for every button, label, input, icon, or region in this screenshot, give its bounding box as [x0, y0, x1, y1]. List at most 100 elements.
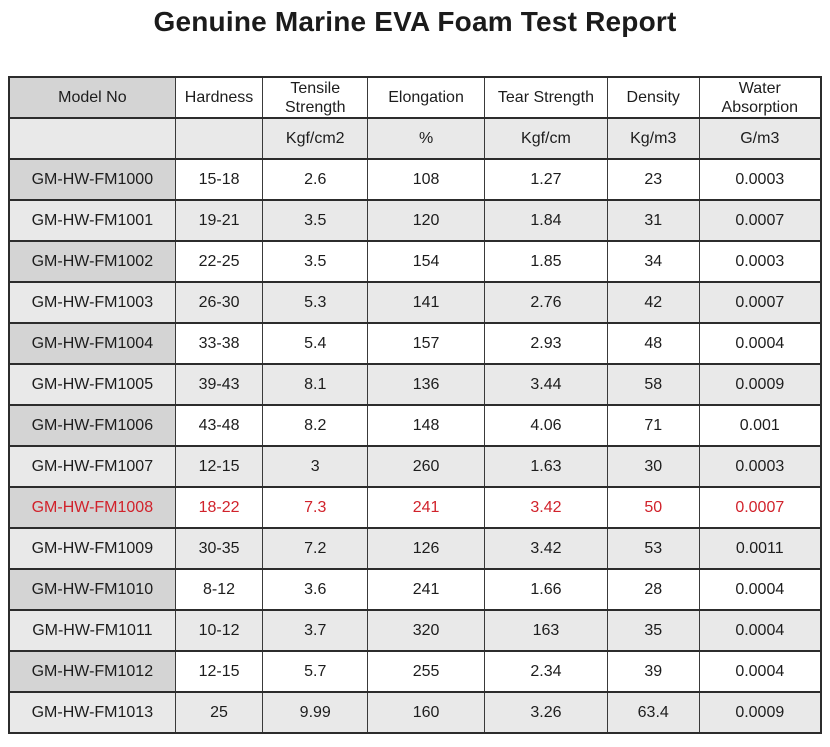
cell-water: 0.0007	[698, 199, 822, 242]
cell-water: 0.0004	[698, 650, 822, 693]
cell-hardness: 22-25	[174, 240, 264, 283]
column-unit-density: Kg/m3	[606, 117, 700, 160]
table-row: GM-HW-FM1011 10-12 3.7 320 163 35 0.0004	[8, 609, 822, 652]
table-row: GM-HW-FM1007 12-15 3 260 1.63 30 0.0003	[8, 445, 822, 488]
cell-model: GM-HW-FM1008	[8, 486, 176, 529]
cell-density: 50	[606, 486, 700, 529]
cell-model: GM-HW-FM1000	[8, 158, 176, 201]
table-row: GM-HW-FM1003 26-30 5.3 141 2.76 42 0.0007	[8, 281, 822, 324]
table-row: GM-HW-FM1004 33-38 5.4 157 2.93 48 0.0004	[8, 322, 822, 365]
cell-elongation: 154	[367, 240, 485, 283]
units-row: Kgf/cm2 % Kgf/cm Kg/m3 G/m3	[8, 117, 822, 160]
cell-elongation: 136	[367, 363, 485, 406]
cell-tensile: 3.5	[262, 240, 369, 283]
cell-density: 48	[606, 322, 700, 365]
table-row: GM-HW-FM1008 18-22 7.3 241 3.42 50 0.0007	[8, 486, 822, 529]
cell-hardness: 33-38	[174, 322, 264, 365]
cell-hardness: 10-12	[174, 609, 264, 652]
column-header-tensile-strength: Tensile Strength	[262, 76, 369, 119]
cell-elongation: 126	[367, 527, 485, 570]
cell-hardness: 15-18	[174, 158, 264, 201]
cell-tensile: 7.3	[262, 486, 369, 529]
table-row: GM-HW-FM1012 12-15 5.7 255 2.34 39 0.0004	[8, 650, 822, 693]
cell-model: GM-HW-FM1002	[8, 240, 176, 283]
cell-elongation: 157	[367, 322, 485, 365]
cell-tear: 1.63	[483, 445, 608, 488]
cell-tear: 3.42	[483, 527, 608, 570]
column-unit-water-absorption: G/m3	[698, 117, 822, 160]
cell-density: 53	[606, 527, 700, 570]
table-row: GM-HW-FM1013 25 9.99 160 3.26 63.4 0.0009	[8, 691, 822, 734]
cell-model: GM-HW-FM1003	[8, 281, 176, 324]
cell-water: 0.0009	[698, 363, 822, 406]
cell-tear: 2.76	[483, 281, 608, 324]
cell-tear: 2.93	[483, 322, 608, 365]
cell-hardness: 12-15	[174, 650, 264, 693]
column-unit-tensile-strength: Kgf/cm2	[262, 117, 369, 160]
cell-elongation: 148	[367, 404, 485, 447]
table-row: GM-HW-FM1010 8-12 3.6 241 1.66 28 0.0004	[8, 568, 822, 611]
cell-hardness: 43-48	[174, 404, 264, 447]
cell-hardness: 25	[174, 691, 264, 734]
cell-tensile: 3.6	[262, 568, 369, 611]
cell-tensile: 7.2	[262, 527, 369, 570]
cell-elongation: 160	[367, 691, 485, 734]
page-title: Genuine Marine EVA Foam Test Report	[153, 6, 677, 37]
cell-water: 0.0003	[698, 158, 822, 201]
cell-tensile: 5.3	[262, 281, 369, 324]
cell-density: 30	[606, 445, 700, 488]
column-unit-elongation: %	[367, 117, 485, 160]
cell-hardness: 8-12	[174, 568, 264, 611]
cell-elongation: 260	[367, 445, 485, 488]
cell-tear: 1.27	[483, 158, 608, 201]
column-unit-model	[8, 117, 176, 160]
column-unit-tear-strength: Kgf/cm	[483, 117, 608, 160]
table-body: GM-HW-FM1000 15-18 2.6 108 1.27 23 0.0003 GM-HW…	[8, 158, 822, 734]
cell-water: 0.0003	[698, 445, 822, 488]
table-row: GM-HW-FM1002 22-25 3.5 154 1.85 34 0.0003	[8, 240, 822, 283]
table-row: GM-HW-FM1006 43-48 8.2 148 4.06 71 0.001	[8, 404, 822, 447]
cell-density: 63.4	[606, 691, 700, 734]
cell-model: GM-HW-FM1007	[8, 445, 176, 488]
cell-model: GM-HW-FM1012	[8, 650, 176, 693]
cell-tensile: 3.7	[262, 609, 369, 652]
column-header-tear-strength: Tear Strength	[483, 76, 608, 119]
cell-elongation: 108	[367, 158, 485, 201]
cell-water: 0.0004	[698, 568, 822, 611]
cell-tear: 1.84	[483, 199, 608, 242]
cell-density: 28	[606, 568, 700, 611]
cell-model: GM-HW-FM1004	[8, 322, 176, 365]
cell-model: GM-HW-FM1001	[8, 199, 176, 242]
cell-model: GM-HW-FM1013	[8, 691, 176, 734]
cell-density: 58	[606, 363, 700, 406]
cell-elongation: 141	[367, 281, 485, 324]
cell-hardness: 19-21	[174, 199, 264, 242]
cell-tear: 3.26	[483, 691, 608, 734]
cell-model: GM-HW-FM1011	[8, 609, 176, 652]
cell-tear: 3.42	[483, 486, 608, 529]
cell-model: GM-HW-FM1009	[8, 527, 176, 570]
cell-water: 0.0003	[698, 240, 822, 283]
cell-tensile: 5.7	[262, 650, 369, 693]
cell-tear: 163	[483, 609, 608, 652]
cell-hardness: 39-43	[174, 363, 264, 406]
cell-water: 0.0011	[698, 527, 822, 570]
table-row: GM-HW-FM1000 15-18 2.6 108 1.27 23 0.0003	[8, 158, 822, 201]
cell-water: 0.0004	[698, 609, 822, 652]
table-row: GM-HW-FM1009 30-35 7.2 126 3.42 53 0.0011	[8, 527, 822, 570]
cell-tensile: 8.2	[262, 404, 369, 447]
cell-tensile: 2.6	[262, 158, 369, 201]
cell-elongation: 241	[367, 568, 485, 611]
cell-elongation: 255	[367, 650, 485, 693]
cell-tensile: 8.1	[262, 363, 369, 406]
cell-density: 23	[606, 158, 700, 201]
header-row: Model No Hardness Tensile Strength Elong…	[8, 76, 822, 119]
cell-elongation: 120	[367, 199, 485, 242]
column-header-model: Model No	[8, 76, 176, 119]
cell-tear: 1.85	[483, 240, 608, 283]
cell-water: 0.0007	[698, 486, 822, 529]
cell-density: 34	[606, 240, 700, 283]
cell-density: 42	[606, 281, 700, 324]
column-unit-hardness	[174, 117, 264, 160]
table-row: GM-HW-FM1005 39-43 8.1 136 3.44 58 0.0009	[8, 363, 822, 406]
